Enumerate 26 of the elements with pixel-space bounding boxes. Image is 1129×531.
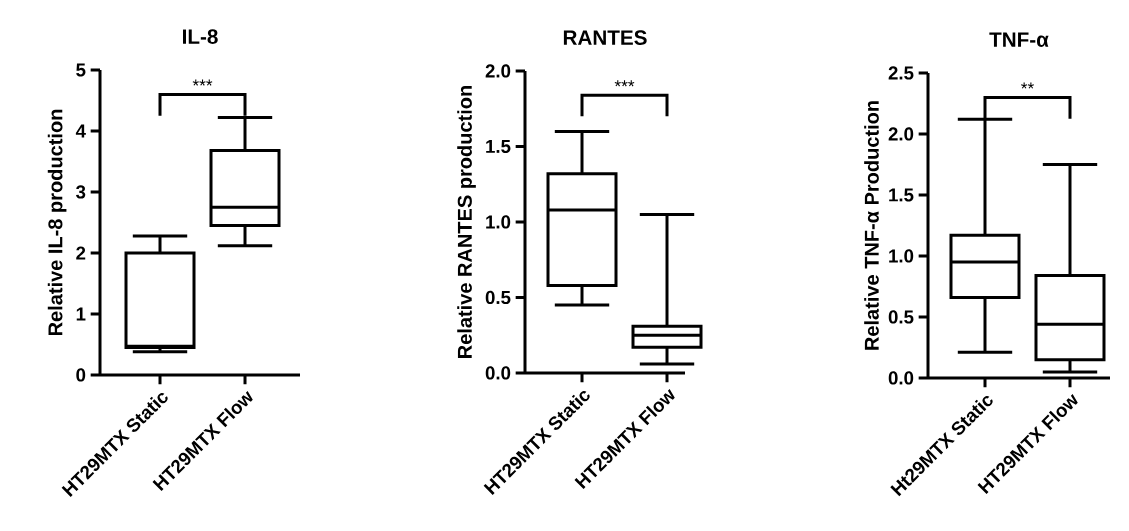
y-tick-label: 2.0 [485, 64, 511, 78]
y-tick-label: 2.0 [888, 127, 914, 141]
y-tick-label: 0.5 [485, 290, 511, 305]
y-tick-label: 4 [75, 124, 86, 138]
y-axis-title: Relative IL-8 production [47, 109, 67, 336]
annotation: *** [614, 80, 635, 87]
y-tick-label: 0 [76, 368, 86, 382]
y-tick-label: 1.5 [889, 188, 914, 202]
chart-title: RANTES [563, 30, 647, 45]
y-tick-label: 1.0 [486, 215, 511, 229]
y-axis-title: Relative TNF-α Production [864, 101, 879, 350]
annotation: ** [1021, 82, 1034, 89]
y-tick-label: 2 [76, 246, 86, 260]
chart-title: TNF-α [989, 32, 1049, 47]
y-tick-label: 3 [76, 185, 86, 199]
chart-title: IL-8 [183, 29, 218, 44]
y-tick-label: 1 [76, 307, 86, 321]
y-tick-label: 0.5 [888, 310, 914, 324]
y-axis-title: Relative RANTES production [457, 86, 476, 358]
y-tick-label: 0.0 [888, 371, 914, 385]
y-tick-label: 1.5 [486, 139, 511, 154]
y-tick-label: 5 [76, 63, 86, 77]
y-tick-label: 0.0 [485, 366, 511, 380]
annotation: *** [192, 79, 213, 86]
y-tick-label: 2.5 [888, 66, 914, 80]
y-tick-label: 1.0 [889, 249, 914, 263]
